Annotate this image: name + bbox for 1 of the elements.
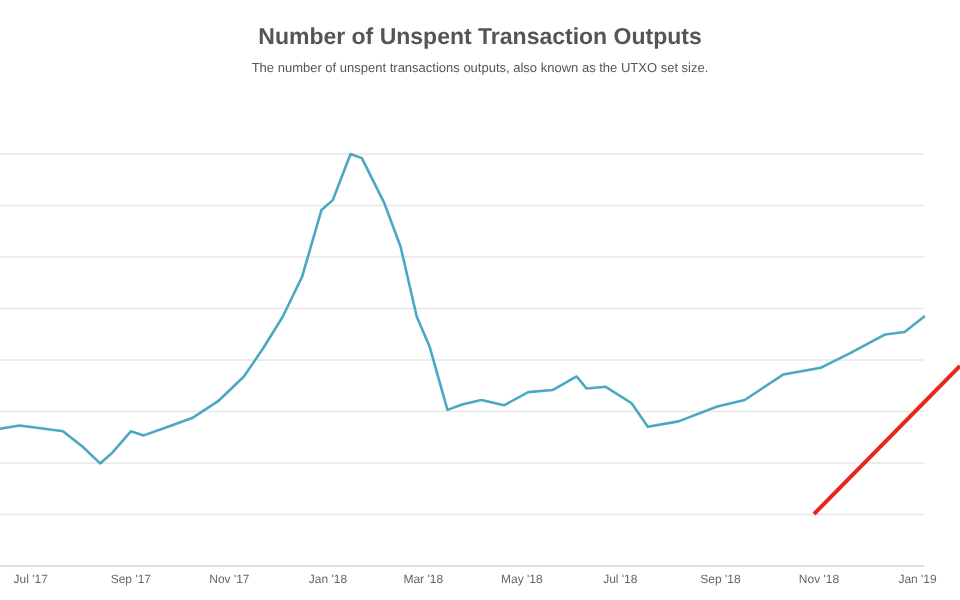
chart-title: Number of Unspent Transaction Outputs (258, 26, 702, 50)
